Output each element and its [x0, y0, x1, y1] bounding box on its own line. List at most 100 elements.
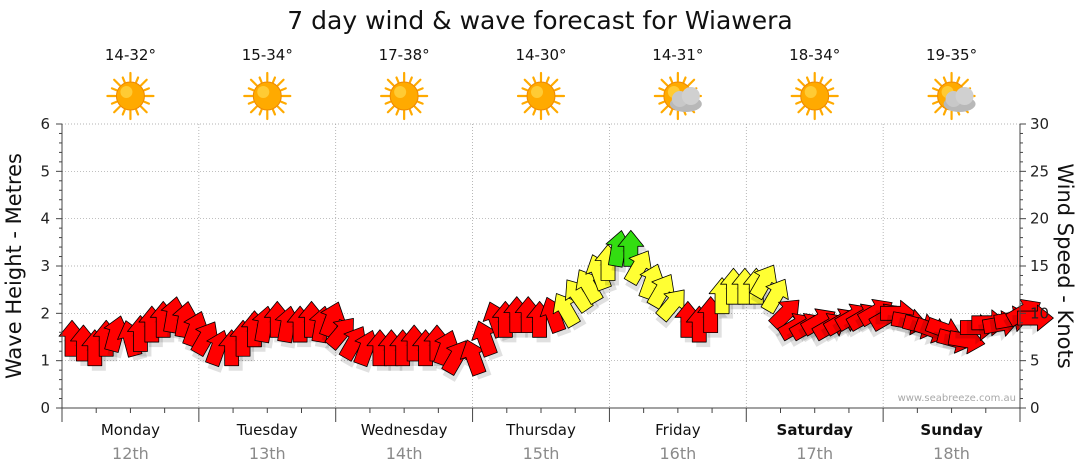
sun-ray — [532, 108, 537, 116]
sun-ray — [658, 87, 666, 92]
sun-ray — [121, 108, 126, 116]
sun-ray — [135, 76, 140, 84]
y2-tick-label: 10 — [1030, 304, 1049, 322]
y2-tick-label: 20 — [1030, 210, 1049, 228]
sun-ray — [408, 108, 413, 116]
wind-arrow — [1012, 304, 1054, 336]
sun-cloud-icon — [653, 71, 702, 121]
sun-ray — [658, 100, 666, 105]
wind-arrow — [190, 321, 220, 363]
sun-ray — [942, 76, 947, 84]
sun-ray — [523, 78, 532, 87]
gridlines — [62, 123, 1020, 409]
sun-ray — [934, 105, 943, 114]
arrow-body — [760, 278, 789, 315]
temperature-label: 14-30° — [515, 46, 566, 64]
day-label: Tuesday — [236, 421, 298, 439]
sun-ray — [416, 87, 424, 92]
sun-ray — [819, 108, 824, 116]
sun-ray — [827, 87, 835, 92]
date-label: 17th — [796, 444, 833, 463]
sun-ray — [523, 105, 532, 114]
date-label: 14th — [386, 444, 423, 463]
y2-axis-label: Wind Speed - Knots — [1053, 163, 1077, 368]
sun-ray — [553, 87, 561, 92]
sun-ray — [247, 87, 255, 92]
sun-ray — [934, 78, 943, 87]
sun-ray — [797, 78, 806, 87]
sun-ray — [669, 76, 674, 84]
arrow-body — [459, 339, 487, 377]
y2-tick-label: 15 — [1030, 257, 1049, 275]
y-tick-label: 4 — [40, 210, 50, 228]
sun-ray — [819, 76, 824, 84]
weather-row: 14-32° 15-34° 17-38° 14-30° 14-31° 18-34° 19-3… — [105, 46, 977, 121]
date-label: 12th — [112, 444, 149, 463]
y2-tick-label: 25 — [1030, 162, 1049, 180]
sun-ray — [258, 76, 263, 84]
sun-ray — [550, 105, 559, 114]
sun-ray — [143, 87, 151, 92]
sun-ray — [545, 76, 550, 84]
sun-ray — [956, 76, 961, 84]
sun-icon — [106, 71, 155, 121]
arrow-body — [190, 321, 219, 357]
sun-icon — [790, 71, 839, 121]
wind-arrow — [760, 278, 790, 321]
sun-highlight — [531, 86, 543, 98]
arrow-body — [471, 320, 498, 358]
sun-ray — [258, 108, 263, 116]
temperature-label: 14-32° — [105, 46, 156, 64]
sun-icon — [516, 71, 566, 121]
y2-tick-label: 0 — [1030, 399, 1040, 417]
y2-tick-label: 30 — [1030, 115, 1049, 133]
date-label: 16th — [659, 444, 696, 463]
sun-ray — [961, 78, 969, 87]
sun-highlight — [257, 86, 270, 98]
sun-ray — [797, 105, 806, 114]
sun-ray — [139, 105, 148, 114]
sun-ray — [135, 108, 140, 116]
sun-ray — [931, 87, 939, 92]
day-label: Monday — [101, 421, 160, 439]
sun-ray — [682, 76, 687, 84]
sun-ray — [249, 78, 258, 87]
temperature-label: 17-38° — [379, 46, 430, 64]
y-tick-label: 6 — [40, 115, 50, 133]
sun-ray — [660, 78, 669, 87]
y-axis-label: Wave Height - Metres — [2, 153, 26, 379]
date-label: 15th — [523, 444, 560, 463]
sun-ray — [521, 87, 529, 92]
sun-ray — [395, 76, 400, 84]
sun-ray — [247, 100, 255, 105]
sun-ray — [113, 105, 121, 114]
sun-ray — [276, 78, 285, 87]
sun-ray — [795, 87, 802, 92]
sun-ray — [545, 108, 550, 116]
temperature-label: 19-35° — [926, 46, 977, 64]
arrow-body — [324, 317, 354, 351]
sun-ray — [669, 108, 674, 116]
cloud-part — [681, 87, 700, 105]
credit-text: www.seabreeze.com.au — [898, 393, 1016, 404]
wind-arrow — [655, 289, 685, 329]
sun-ray — [113, 78, 121, 87]
sun-ray — [143, 100, 151, 105]
sun-ray — [550, 78, 559, 87]
sun-ray — [521, 100, 529, 105]
sun-ray — [824, 105, 833, 114]
y-tick-label: 5 — [40, 162, 50, 180]
temperature-label: 14-31° — [652, 46, 703, 64]
date-label: 18th — [933, 444, 970, 463]
day-label: Saturday — [777, 421, 854, 439]
sun-ray — [280, 100, 287, 105]
sun-ray — [386, 78, 395, 87]
day-label: Thursday — [505, 421, 576, 439]
sun-ray — [805, 76, 811, 84]
sun-ray — [553, 100, 561, 105]
cloud-part — [955, 87, 974, 105]
arrow-body — [655, 289, 685, 323]
sun-ray — [824, 78, 833, 87]
sun-ray — [413, 78, 422, 87]
sun-ray — [827, 100, 835, 105]
